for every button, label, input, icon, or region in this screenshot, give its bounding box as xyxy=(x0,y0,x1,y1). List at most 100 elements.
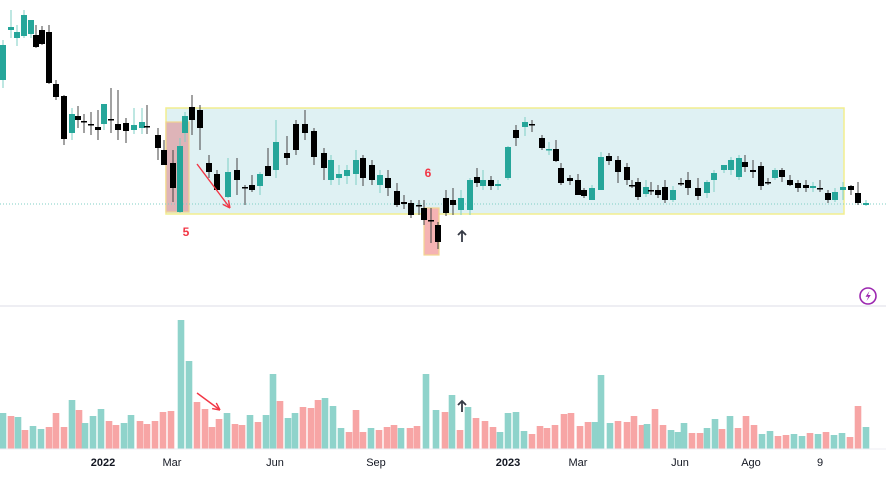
candle xyxy=(539,135,545,150)
volume-bar xyxy=(680,423,688,449)
volume-bar xyxy=(667,430,675,449)
volume-bar xyxy=(105,421,113,449)
candle xyxy=(81,114,87,133)
volume-bar xyxy=(390,425,398,449)
candle xyxy=(832,188,838,202)
candle xyxy=(817,180,823,192)
candle xyxy=(695,178,701,200)
candle xyxy=(353,150,359,185)
volume-bar xyxy=(397,428,405,449)
candle xyxy=(39,26,45,45)
volume-bar xyxy=(742,416,750,449)
candle xyxy=(0,40,6,88)
candle xyxy=(225,158,231,198)
volume-bar xyxy=(29,426,37,449)
candle xyxy=(311,128,317,165)
candle xyxy=(728,157,734,175)
volume-bar xyxy=(838,433,846,449)
candle xyxy=(408,200,414,218)
candle xyxy=(787,175,793,186)
candle xyxy=(336,165,342,185)
candle xyxy=(273,120,279,178)
volume-bar xyxy=(254,422,262,449)
candle xyxy=(685,172,691,195)
drawing-arrows xyxy=(196,163,467,412)
candle xyxy=(750,160,756,178)
candle xyxy=(53,80,59,100)
candle xyxy=(435,222,441,249)
volume-bar xyxy=(651,409,659,449)
candle xyxy=(115,90,121,140)
volume-bar xyxy=(623,422,631,449)
candle xyxy=(302,110,308,140)
candle xyxy=(529,120,535,132)
volume-bar xyxy=(591,422,599,449)
candle xyxy=(123,118,129,143)
annotation-label[interactable]: 5 xyxy=(183,225,190,239)
volume-bar xyxy=(136,421,144,449)
candle xyxy=(736,155,742,180)
volume-bar xyxy=(14,417,22,449)
candle xyxy=(721,165,727,173)
candle xyxy=(606,153,612,165)
candle xyxy=(394,183,400,207)
candle xyxy=(182,112,188,142)
candle xyxy=(197,105,203,150)
candle xyxy=(589,185,595,200)
volume-bar xyxy=(223,413,231,449)
candle xyxy=(863,200,869,206)
red-arrow-icon[interactable] xyxy=(196,163,231,209)
volume-bar xyxy=(718,429,726,449)
candle xyxy=(704,180,710,198)
candle xyxy=(505,146,511,180)
volume-bar xyxy=(7,416,15,449)
candle xyxy=(28,20,34,38)
volume-bar xyxy=(496,432,504,449)
volume-bar xyxy=(151,421,159,449)
volume-bar xyxy=(528,434,536,449)
candle xyxy=(624,163,630,185)
flash-icon[interactable] xyxy=(859,287,877,305)
candle xyxy=(855,182,861,205)
time-axis[interactable]: 2022 Mar Jun Sep 2023 Mar Jun Ago 9 xyxy=(91,457,823,469)
candle xyxy=(825,190,831,203)
candle xyxy=(139,108,145,134)
volume-bar xyxy=(659,425,667,449)
candle xyxy=(635,178,641,200)
volume-bar xyxy=(472,418,480,449)
volume-bar xyxy=(143,424,151,449)
candle xyxy=(344,165,350,184)
candle xyxy=(648,182,654,195)
volume-bar xyxy=(543,428,551,449)
candle xyxy=(655,185,661,198)
volume-bar xyxy=(284,418,292,449)
volume-bar xyxy=(75,410,83,449)
volume-bar xyxy=(413,426,421,449)
volume-bar xyxy=(231,424,239,449)
volume-bar xyxy=(299,407,307,449)
candle xyxy=(421,200,427,225)
up-arrow-icon[interactable] xyxy=(457,229,467,242)
volume-bar xyxy=(846,437,854,449)
volume-bar xyxy=(60,427,68,449)
volume-bar xyxy=(630,416,638,449)
volume-bar xyxy=(696,433,704,449)
volume-bar xyxy=(383,427,391,449)
volume-bar xyxy=(643,424,651,449)
candle xyxy=(513,125,519,146)
volume-bar xyxy=(269,374,277,449)
up-arrow-icon[interactable] xyxy=(457,399,467,412)
candle xyxy=(14,25,20,46)
volume-bar xyxy=(120,423,128,449)
volume-bar xyxy=(638,425,646,449)
volume-bar xyxy=(567,413,575,449)
red-arrow-icon[interactable] xyxy=(196,392,221,411)
volume-bar xyxy=(750,425,758,449)
candle xyxy=(284,136,290,165)
volume-bar xyxy=(177,320,185,449)
annotation-label[interactable]: 6 xyxy=(425,166,432,180)
volume-bar xyxy=(782,435,790,449)
volume-bar xyxy=(854,406,862,449)
candle xyxy=(474,168,480,187)
